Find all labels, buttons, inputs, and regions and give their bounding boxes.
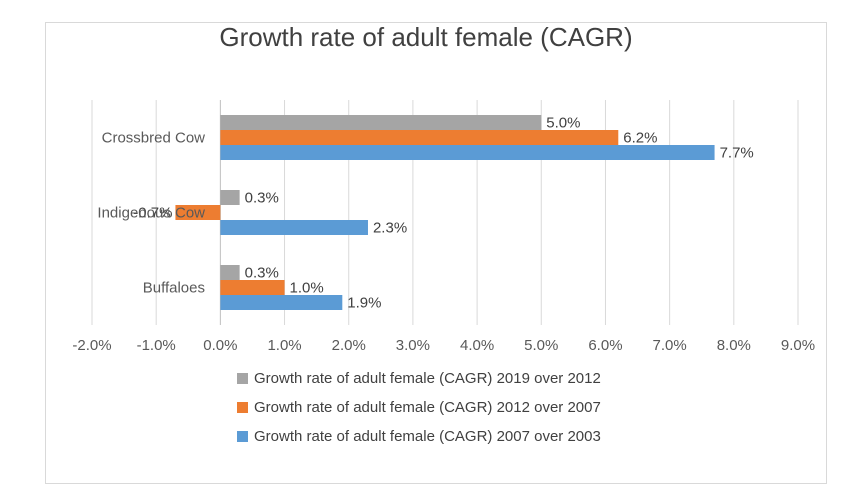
data-label: 1.0% [290,280,324,297]
category-label: Buffaloes [143,280,205,297]
x-tick-label: 5.0% [524,337,558,354]
data-label: 7.7% [720,145,754,162]
chart-frame [45,22,827,484]
legend-item: Growth rate of adult female (CAGR) 2012 … [237,397,601,417]
x-tick-label: 1.0% [267,337,301,354]
x-tick-label: -2.0% [72,337,111,354]
bar [220,280,285,295]
bar [220,220,368,235]
data-label: 2.3% [373,220,407,237]
legend-swatch [237,401,248,413]
data-label: 6.2% [623,130,657,147]
bar [220,265,240,280]
bar [220,130,619,145]
x-tick-label: 2.0% [332,337,366,354]
legend-label: Growth rate of adult female (CAGR) 2012 … [254,398,601,416]
x-tick-label: -1.0% [137,337,176,354]
category-label: Indigenous Cow [97,205,205,222]
data-label: 0.3% [245,265,279,282]
x-tick-label: 0.0% [203,337,237,354]
legend-item: Growth rate of adult female (CAGR) 2007 … [237,426,601,446]
data-labels: 5.0% 6.2% 7.7% 0.3% -0.7% 2.3% 0.3% 1.0% 1.9% [133,115,754,312]
legend-item: Growth rate of adult female (CAGR) 2019 … [237,368,601,388]
data-label: 1.9% [347,295,381,312]
data-label: 0.3% [245,190,279,207]
category-label: Crossbred Cow [102,130,206,147]
x-tick-label: 6.0% [588,337,622,354]
legend-swatch [237,372,248,384]
x-tick-label: 8.0% [717,337,751,354]
category-labels: Crossbred Cow Indigenous Cow Buffaloes [97,130,205,297]
legend: Growth rate of adult female (CAGR) 2019 … [237,368,601,455]
x-tick-label: 9.0% [781,337,815,354]
bar [220,295,343,310]
legend-swatch [237,430,248,442]
legend-label: Growth rate of adult female (CAGR) 2007 … [254,427,601,445]
bar [220,145,715,160]
bar [220,190,240,205]
bars [175,115,715,310]
chart-title: Growth rate of adult female (CAGR) [219,22,633,52]
bar [220,115,542,130]
x-tick-label: 3.0% [396,337,430,354]
legend-label: Growth rate of adult female (CAGR) 2019 … [254,369,601,387]
bar [175,205,221,220]
data-label: 5.0% [546,115,580,132]
data-label: -0.7% [133,205,172,222]
x-tick-label: 4.0% [460,337,494,354]
x-axis-ticks: -2.0% -1.0% 0.0% 1.0% 2.0% 3.0% 4.0% 5.0% 6.0% 7.… [72,337,815,354]
x-tick-label: 7.0% [653,337,687,354]
